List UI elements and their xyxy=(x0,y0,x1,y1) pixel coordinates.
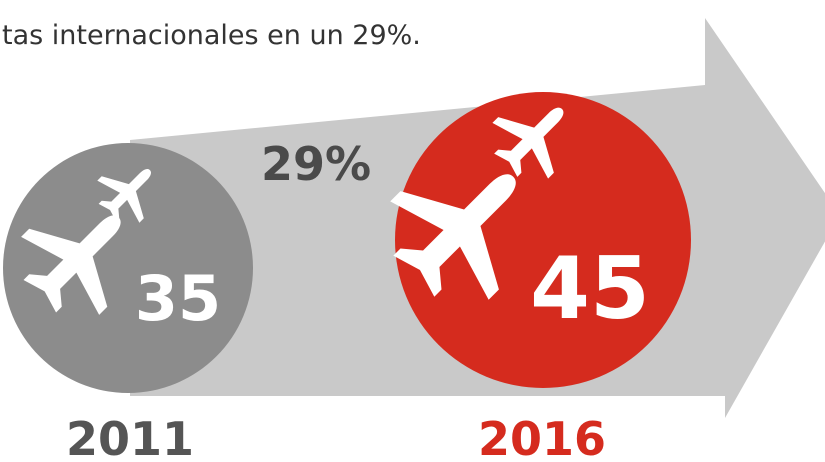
value-2011: 35 xyxy=(135,262,221,335)
circle-2011 xyxy=(3,143,253,393)
circle-2016 xyxy=(395,92,691,388)
year-2011: 2011 xyxy=(66,412,194,462)
year-2016: 2016 xyxy=(478,412,606,462)
caption: tas internacionales en un 29%. xyxy=(2,20,421,51)
value-2016: 45 xyxy=(530,239,650,339)
growth-label: 29% xyxy=(261,137,371,191)
